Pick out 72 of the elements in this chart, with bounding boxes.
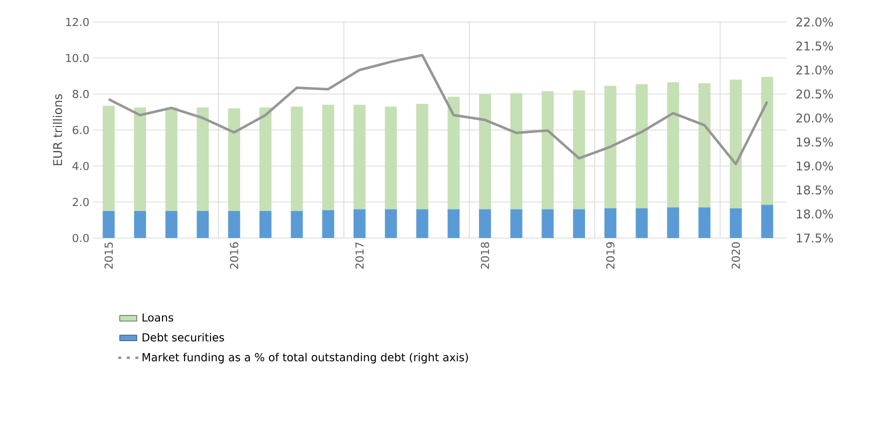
- y2-tick-label: 18.5%: [796, 185, 833, 195]
- bar: [416, 104, 428, 210]
- bar: [478, 209, 491, 238]
- y2-tick-label: 20.0%: [796, 113, 833, 123]
- bar: [416, 209, 428, 238]
- y-tick-label: 10.0: [66, 54, 89, 62]
- bar: [478, 94, 491, 210]
- bar: [228, 210, 240, 238]
- y2-tick-label: 21.0%: [796, 65, 833, 75]
- bar: [761, 76, 774, 205]
- y2-tick-label: 19.5%: [796, 137, 833, 147]
- y2-tick-label: 22.0%: [796, 17, 833, 27]
- bar: [134, 107, 146, 211]
- y2-tick-label: 20.5%: [796, 89, 833, 99]
- bar: [196, 107, 209, 211]
- bar: [259, 210, 272, 238]
- bar: [448, 209, 460, 238]
- line-series: [107, 54, 768, 166]
- bar: [730, 80, 742, 208]
- y-tick-label: 0.0: [72, 234, 89, 242]
- y2-tick-label: 19.0%: [796, 161, 833, 171]
- bar: [384, 106, 397, 210]
- bar: [228, 108, 240, 211]
- bar: [730, 208, 742, 238]
- y-tick-label: 8.0: [72, 90, 89, 98]
- bar: [448, 96, 460, 210]
- bar: [761, 204, 774, 238]
- bar: [354, 104, 366, 210]
- bar: [636, 208, 648, 238]
- bar: [573, 209, 586, 238]
- y2-tick-label: 17.5%: [796, 233, 833, 243]
- bar: [698, 207, 710, 238]
- x-tick-label: 2018: [480, 242, 490, 269]
- y-tick-label: 12.0: [66, 18, 89, 26]
- x-tick-label: 2017: [355, 242, 364, 269]
- bar: [322, 210, 334, 238]
- bar: [542, 91, 554, 210]
- bar: [542, 209, 554, 238]
- bar: [510, 209, 522, 238]
- y-tick-label: 4.0: [72, 162, 89, 170]
- bar: [290, 210, 303, 238]
- x-tick-label: 2020: [732, 242, 740, 269]
- bar: [573, 90, 586, 210]
- bar: [667, 82, 680, 208]
- bar: [196, 210, 209, 238]
- y2-tick-label: 21.5%: [796, 41, 833, 51]
- y-tick-label: 2.0: [72, 198, 89, 206]
- bar: [667, 207, 680, 238]
- y-tick-label: 6.0: [72, 126, 89, 134]
- legend-label: Loans: [142, 313, 174, 322]
- bar: [384, 209, 397, 238]
- bar: [134, 210, 146, 238]
- x-tick-label: 2015: [104, 242, 113, 269]
- x-tick-label: 2016: [230, 242, 238, 269]
- bar: [322, 104, 334, 210]
- bar: [698, 83, 710, 208]
- y-axis-title: EUR trillions: [52, 94, 62, 166]
- x-tick-label: 2019: [606, 242, 615, 269]
- bar: [636, 84, 648, 208]
- bar: [102, 106, 115, 211]
- bar: [604, 208, 616, 238]
- bar: [354, 209, 366, 238]
- bar: [290, 106, 303, 211]
- bar: [510, 93, 522, 210]
- bar: [259, 107, 272, 211]
- legend-label: Market funding as a % of total outstanding debt (right axis): [142, 352, 468, 364]
- bar: [604, 86, 616, 208]
- bar: [165, 210, 178, 238]
- bar: [165, 107, 178, 211]
- legend-label: Debt securities: [142, 332, 224, 342]
- y2-tick-label: 18.0%: [796, 209, 833, 219]
- bar: [102, 210, 115, 238]
